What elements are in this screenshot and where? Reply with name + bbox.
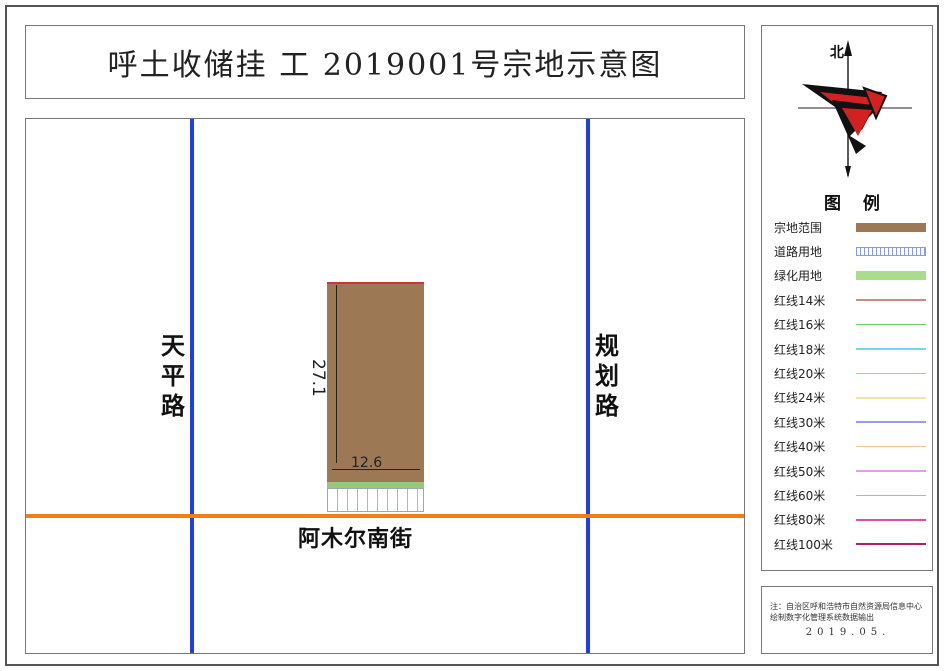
legend-item-symbol xyxy=(856,421,926,423)
legend-item: 红线18米 xyxy=(774,340,932,358)
map-note: 注：自治区呼和浩特市自然资源局信息中心 绘制数字化管理系统数据输出 2019.0… xyxy=(761,586,933,654)
legend-item-symbol xyxy=(856,323,926,326)
legend-item: 红线14米 xyxy=(774,291,932,309)
road-label-south: 阿木尔南街 xyxy=(298,527,414,552)
legend-item-symbol xyxy=(856,271,926,281)
legend-item-symbol xyxy=(856,494,926,497)
green-strip xyxy=(327,482,424,488)
legend-item-symbol xyxy=(856,299,926,301)
legend-item: 道路用地 xyxy=(774,242,932,260)
legend-item-label: 红线40米 xyxy=(774,440,826,455)
legend-item: 红线100米 xyxy=(774,535,932,553)
legend-item: 宗地范围 xyxy=(774,218,932,236)
legend-item: 红线60米 xyxy=(774,486,932,504)
legend-item-label: 红线100米 xyxy=(774,537,833,552)
legend-item-symbol xyxy=(856,519,926,521)
legend-item-symbol xyxy=(856,397,926,399)
legend-item-symbol xyxy=(856,470,926,472)
legend-item: 绿化用地 xyxy=(774,267,932,285)
legend-item: 红线80米 xyxy=(774,511,932,529)
road-west xyxy=(190,119,194,653)
legend-item-label: 红线14米 xyxy=(774,293,826,308)
legend-item-label: 红线50米 xyxy=(774,464,826,479)
road-label-west: 天平路 xyxy=(161,332,185,420)
legend-item-label: 红线24米 xyxy=(774,391,826,406)
map-title: 呼土收储挂 工 2019001号宗地示意图 xyxy=(25,25,745,99)
legend-panel: 北 图 例 宗地范围道路用地绿化用地红线14米红线16米红线18米红线20米红线… xyxy=(761,25,933,571)
legend-item: 红线50米 xyxy=(774,462,932,480)
road-south xyxy=(26,514,744,518)
note-date: 2019.05. xyxy=(805,627,891,638)
legend-item: 红线24米 xyxy=(774,389,932,407)
legend-item-symbol xyxy=(856,543,926,545)
legend-item-label: 道路用地 xyxy=(774,244,823,259)
legend-item-symbol xyxy=(856,246,926,256)
legend-item-label: 红线30米 xyxy=(774,415,826,430)
legend-item-label: 红线80米 xyxy=(774,513,826,528)
dimension-height-line xyxy=(336,285,337,463)
dimension-width-label: 12.6 xyxy=(351,455,383,471)
map-frame xyxy=(5,5,939,666)
legend-item-symbol xyxy=(856,348,926,350)
legend-item-symbol xyxy=(856,222,926,232)
legend-item-symbol xyxy=(856,372,926,375)
legend-item-label: 红线16米 xyxy=(774,318,826,333)
legend-item: 红线16米 xyxy=(774,316,932,334)
legend-item-label: 红线18米 xyxy=(774,342,826,357)
road-label-east: 规划路 xyxy=(595,332,619,420)
legend-item: 红线40米 xyxy=(774,438,932,456)
legend-item: 红线20米 xyxy=(774,364,932,382)
note-text: 注：自治区呼和浩特市自然资源局信息中心 绘制数字化管理系统数据输出 xyxy=(770,602,922,622)
dimension-height-label: 27.1 xyxy=(308,359,328,397)
legend-item: 红线30米 xyxy=(774,413,932,431)
dimension-width-line xyxy=(332,469,420,470)
legend-item-label: 红线60米 xyxy=(774,488,826,503)
legend-item-label: 绿化用地 xyxy=(774,269,823,284)
road-land-hatch xyxy=(327,488,424,512)
legend-item-symbol xyxy=(856,445,926,448)
north-label: 北 xyxy=(830,45,844,61)
legend-title: 图 例 xyxy=(824,194,888,214)
legend-item-label: 红线20米 xyxy=(774,366,826,381)
road-east xyxy=(586,119,590,653)
map-area: 天平路 规划路 阿木尔南街 27.1 12.6 xyxy=(25,118,745,654)
north-arrow-icon xyxy=(762,26,934,186)
legend-item-label: 宗地范围 xyxy=(774,220,823,235)
parcel-area xyxy=(327,282,424,487)
